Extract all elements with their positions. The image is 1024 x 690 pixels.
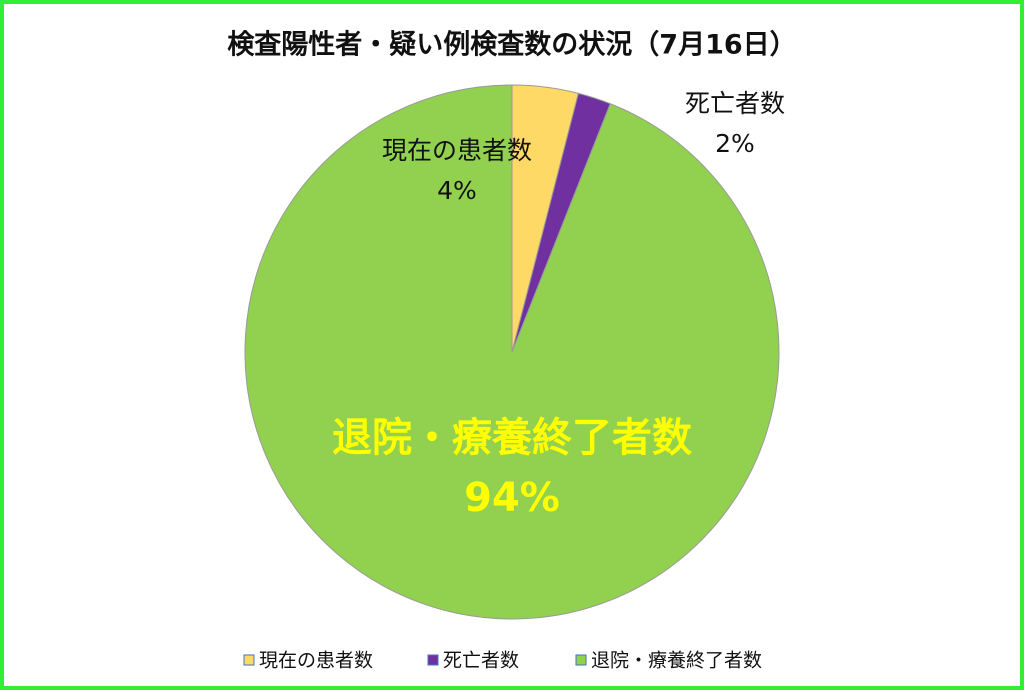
data-label-value: 4% bbox=[437, 176, 477, 205]
legend-swatch bbox=[243, 654, 255, 666]
chart-title: 検査陽性者・疑い例検査数の状況（7月16日） bbox=[227, 30, 796, 61]
legend-label: 死亡者数 bbox=[443, 650, 519, 672]
data-label-value: 94% bbox=[464, 475, 560, 521]
chart: 検査陽性者・疑い例検査数の状況（7月16日） 現在の患者数 4% 死亡者数 2% 退院・… bbox=[227, 30, 796, 672]
data-label-name: 退院・療養終了者数 bbox=[332, 415, 692, 461]
legend-label: 退院・療養終了者数 bbox=[591, 650, 762, 672]
legend-swatch bbox=[575, 654, 587, 666]
data-label-name: 死亡者数 bbox=[685, 89, 785, 118]
pie-slice bbox=[244, 84, 780, 620]
legend-label: 現在の患者数 bbox=[259, 650, 373, 672]
data-label-name: 現在の患者数 bbox=[382, 136, 532, 165]
data-label-value: 2% bbox=[715, 129, 755, 158]
legend-swatch bbox=[427, 654, 439, 666]
